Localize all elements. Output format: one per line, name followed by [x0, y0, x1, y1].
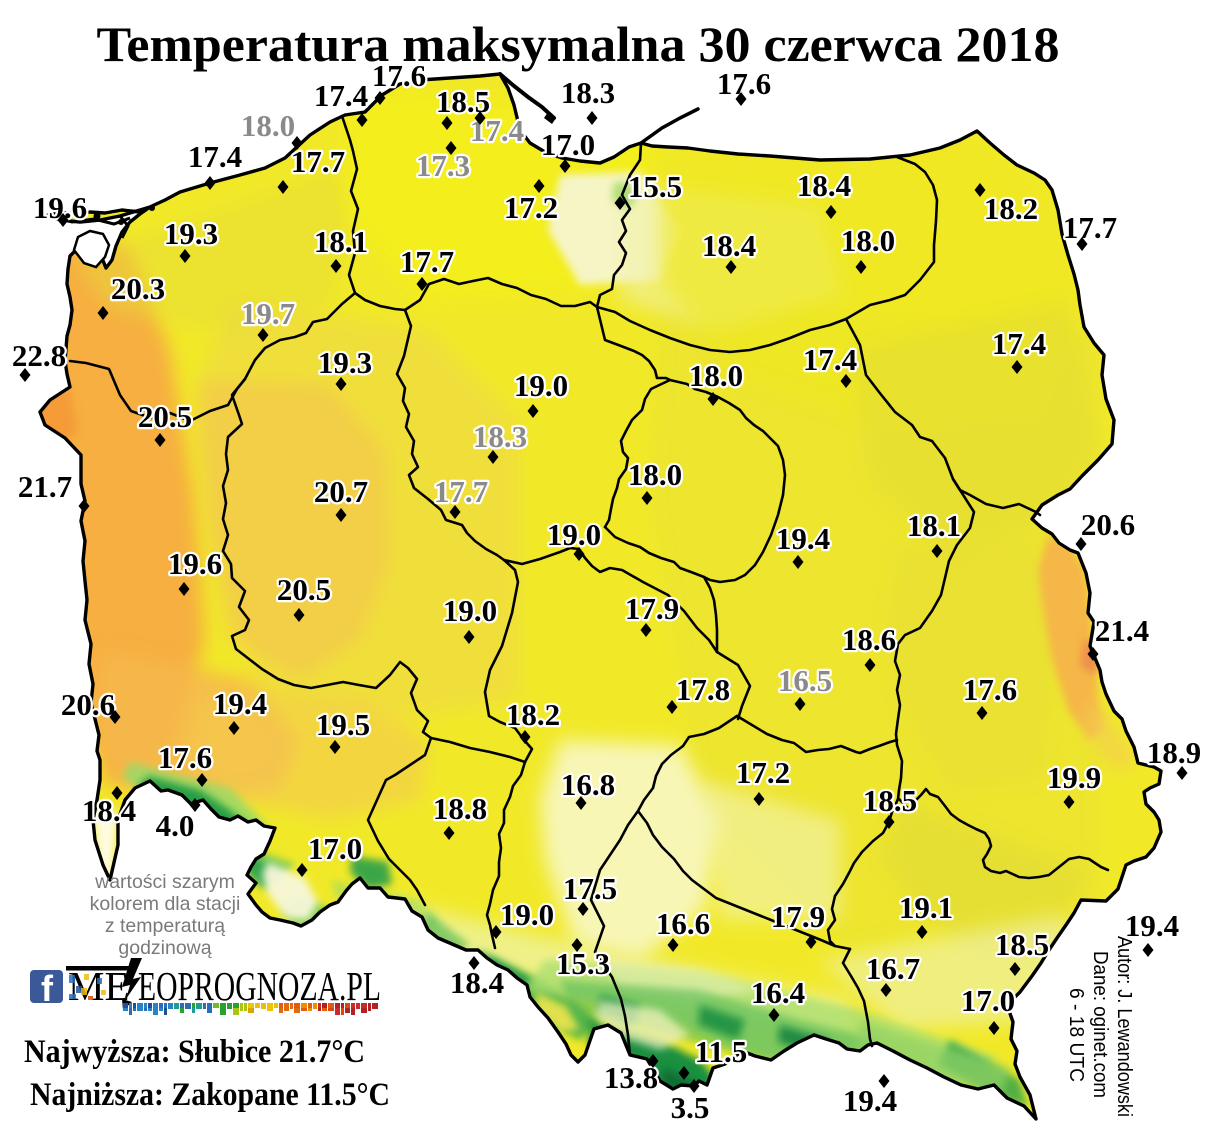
svg-text:20.7: 20.7	[314, 474, 368, 509]
svg-text:4.0: 4.0	[156, 808, 195, 843]
svg-text:17.3: 17.3	[416, 148, 470, 183]
svg-text:19.3: 19.3	[318, 345, 372, 380]
svg-text:19.0: 19.0	[500, 897, 554, 932]
svg-text:17.7: 17.7	[434, 474, 488, 509]
svg-text:18.0: 18.0	[628, 457, 682, 492]
svg-text:18.5: 18.5	[995, 927, 1049, 962]
svg-text:19.5: 19.5	[316, 707, 370, 742]
svg-text:19.3: 19.3	[164, 216, 218, 251]
svg-text:17.6: 17.6	[963, 672, 1017, 707]
svg-text:17.8: 17.8	[676, 672, 730, 707]
svg-text:19.0: 19.0	[547, 517, 601, 552]
svg-text:Dane: oginet.com: Dane: oginet.com	[1089, 951, 1111, 1098]
svg-text:19.0: 19.0	[443, 593, 497, 628]
svg-text:17.7: 17.7	[1063, 210, 1117, 245]
svg-text:19.1: 19.1	[899, 890, 953, 925]
svg-text:20.6: 20.6	[1081, 507, 1135, 542]
svg-text:20.5: 20.5	[277, 572, 331, 607]
svg-text:17.4: 17.4	[992, 326, 1046, 361]
svg-text:18.8: 18.8	[433, 791, 487, 826]
svg-text:Najwyższa: Słubice 21.7°C: Najwyższa: Słubice 21.7°C	[24, 1034, 365, 1070]
svg-text:18.0: 18.0	[689, 358, 743, 393]
svg-text:19.7: 19.7	[241, 296, 295, 331]
svg-text:kolorem dla stacji: kolorem dla stacji	[90, 893, 241, 915]
svg-text:19.6: 19.6	[168, 546, 222, 581]
svg-text:20.3: 20.3	[111, 271, 165, 306]
svg-text:19.9: 19.9	[1047, 760, 1101, 795]
svg-text:11.5: 11.5	[695, 1034, 748, 1069]
svg-text:17.9: 17.9	[771, 899, 825, 934]
svg-text:17.0: 17.0	[541, 127, 595, 162]
svg-text:16.5: 16.5	[778, 663, 832, 698]
svg-text:17.2: 17.2	[504, 190, 558, 225]
svg-text:3.5: 3.5	[671, 1090, 710, 1125]
svg-text:17.7: 17.7	[400, 244, 454, 279]
svg-text:13.8: 13.8	[604, 1060, 658, 1095]
svg-text:20.6: 20.6	[61, 687, 115, 722]
svg-text:18.1: 18.1	[314, 224, 368, 259]
svg-text:19.0: 19.0	[514, 368, 568, 403]
svg-text:15.5: 15.5	[628, 169, 682, 204]
svg-text:17.0: 17.0	[308, 831, 362, 866]
svg-text:19.4: 19.4	[1125, 908, 1179, 943]
svg-text:20.5: 20.5	[138, 399, 192, 434]
svg-text:wartości szarym: wartości szarym	[94, 871, 235, 893]
svg-text:17.4: 17.4	[314, 78, 368, 113]
svg-text:18.2: 18.2	[984, 191, 1038, 226]
svg-text:18.6: 18.6	[842, 622, 896, 657]
svg-text:17.6: 17.6	[372, 58, 426, 93]
svg-text:17.4: 17.4	[803, 342, 857, 377]
svg-text:21.4: 21.4	[1095, 613, 1149, 648]
svg-text:18.0: 18.0	[841, 223, 895, 258]
svg-text:22.8: 22.8	[12, 338, 66, 373]
svg-text:17.4: 17.4	[188, 139, 242, 174]
svg-text:z temperaturą: z temperaturą	[105, 915, 225, 937]
svg-text:16.7: 16.7	[866, 951, 920, 986]
svg-text:18.2: 18.2	[506, 697, 560, 732]
svg-text:f: f	[41, 968, 54, 1009]
svg-text:6 - 18 UTC: 6 - 18 UTC	[1065, 988, 1087, 1082]
svg-text:17.9: 17.9	[625, 591, 679, 626]
svg-text:19.4: 19.4	[776, 521, 830, 556]
svg-text:18.5: 18.5	[863, 783, 917, 818]
svg-text:18.4: 18.4	[450, 965, 504, 1000]
svg-text:19.4: 19.4	[213, 686, 267, 721]
svg-text:16.4: 16.4	[751, 975, 805, 1010]
svg-text:17.6: 17.6	[717, 66, 771, 101]
svg-text:16.6: 16.6	[656, 906, 710, 941]
svg-text:Autor: J. Lewandowski: Autor: J. Lewandowski	[1113, 936, 1135, 1117]
svg-text:18.3: 18.3	[561, 75, 615, 110]
svg-text:17.5: 17.5	[563, 871, 617, 906]
svg-text:18.1: 18.1	[907, 508, 961, 543]
svg-text:Najniższa: Zakopane 11.5°C: Najniższa: Zakopane 11.5°C	[30, 1077, 390, 1113]
svg-text:17.0: 17.0	[961, 983, 1015, 1018]
svg-text:godzinową: godzinową	[118, 937, 211, 959]
svg-text:17.2: 17.2	[736, 755, 790, 790]
svg-text:21.7: 21.7	[18, 469, 72, 504]
svg-text:19.4: 19.4	[843, 1083, 897, 1118]
svg-text:18.0: 18.0	[241, 108, 295, 143]
svg-text:18.4: 18.4	[82, 793, 136, 828]
svg-text:17.6: 17.6	[158, 740, 212, 775]
svg-text:18.4: 18.4	[797, 168, 851, 203]
svg-text:Temperatura maksymalna 30 czer: Temperatura maksymalna 30 czerwca 2018	[97, 16, 1060, 72]
svg-text:16.8: 16.8	[561, 767, 615, 802]
svg-text:EOPROGNOZA.PL: EOPROGNOZA.PL	[138, 963, 381, 1009]
svg-text:18.4: 18.4	[702, 228, 756, 263]
svg-text:18.3: 18.3	[473, 419, 527, 454]
svg-text:17.7: 17.7	[291, 144, 345, 179]
svg-text:15.3: 15.3	[556, 946, 610, 981]
svg-text:18.9: 18.9	[1147, 735, 1201, 770]
